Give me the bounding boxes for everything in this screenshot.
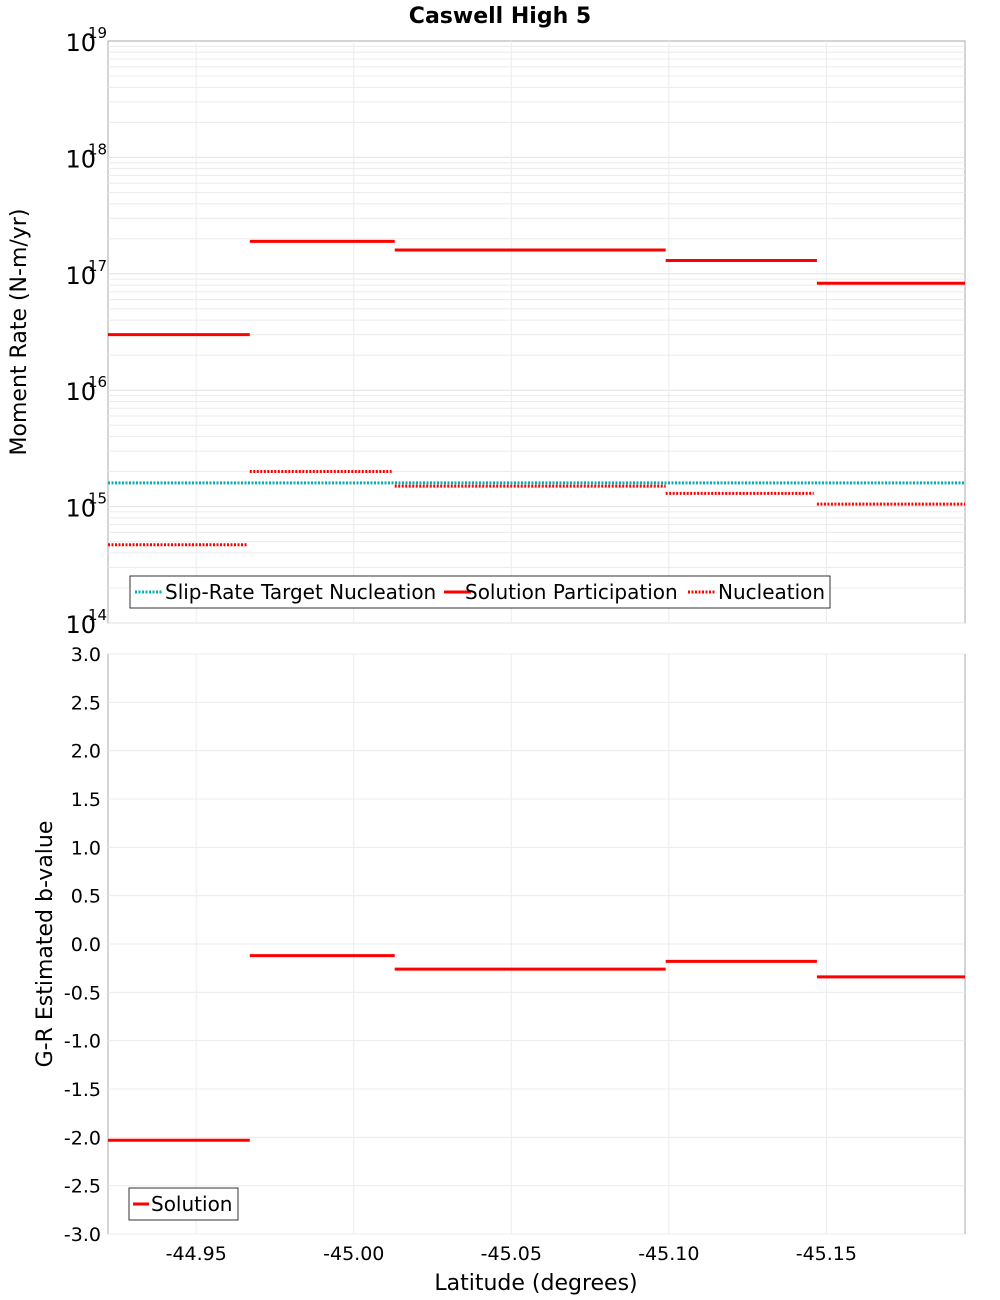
y-tick-exponent: 18	[88, 140, 107, 158]
chart-title: Caswell High 5	[409, 4, 591, 29]
b-value-legend: Solution	[128, 1187, 239, 1221]
x-tick-label: -44.95	[166, 1243, 227, 1265]
y-tick-exponent: 15	[88, 490, 107, 508]
legend-label: Solution	[151, 1192, 232, 1216]
b-value-y-tick-labels: 3.0 2.5 2.0 1.5 1.0 0.5 0.0 -0.5 -1.0 -1.5 -2.0 -2.…	[64, 644, 101, 1246]
moment-rate-grid	[108, 41, 965, 624]
y-tick-exponent: 14	[88, 606, 107, 624]
y-tick-label: -1.5	[64, 1079, 101, 1101]
y-tick-exponent: 19	[88, 24, 107, 42]
y-tick-label: 2.5	[71, 692, 101, 714]
y-tick-label: 1.5	[71, 789, 101, 811]
y-tick-label: -2.0	[64, 1127, 101, 1149]
x-axis-label: Latitude (degrees)	[434, 1271, 637, 1296]
moment-rate-plot-area	[107, 40, 966, 624]
legend-label: Slip-Rate Target Nucleation	[165, 580, 436, 604]
y-tick-label: 10	[65, 145, 96, 173]
y-tick-exponent: 17	[88, 257, 107, 275]
b-value-panel: 3.0 2.5 2.0 1.5 1.0 0.5 0.0 -0.5 -1.0 -1.5 -2.0 -2.…	[33, 644, 966, 1296]
b-value-grid	[108, 653, 965, 1235]
y-tick-label: 0.0	[71, 934, 101, 956]
legend-label: Solution Participation	[465, 580, 678, 604]
b-value-y-axis-label: G-R Estimated b-value	[33, 821, 58, 1068]
y-tick-label: 2.0	[71, 741, 101, 763]
y-tick-label: 10	[65, 29, 96, 57]
y-tick-label: -2.5	[64, 1176, 101, 1198]
moment-rate-y-axis-label: Moment Rate (N-m/yr)	[7, 209, 32, 456]
x-tick-label: -45.05	[481, 1243, 542, 1265]
y-tick-label: 10	[65, 262, 96, 290]
legend-label: Nucleation	[718, 580, 825, 604]
y-tick-label: 1.0	[71, 837, 101, 859]
b-value-series	[108, 954, 965, 1142]
y-tick-label: 10	[65, 611, 96, 639]
y-tick-label: 10	[65, 378, 96, 406]
x-tick-label: -45.15	[796, 1243, 857, 1265]
latitude-x-tick-labels: -44.95 -45.00 -45.05 -45.10 -45.15	[166, 1243, 857, 1265]
y-tick-label: -1.0	[64, 1031, 101, 1053]
x-tick-label: -45.00	[323, 1243, 384, 1265]
y-tick-label: -0.5	[64, 982, 101, 1004]
y-tick-exponent: 16	[88, 373, 107, 391]
moment-rate-series	[108, 239, 965, 547]
x-tick-label: -45.10	[638, 1243, 699, 1265]
y-tick-label: 3.0	[71, 644, 101, 666]
moment-rate-legend: Slip-Rate Target Nucleation Solution Part…	[129, 575, 831, 609]
y-tick-label: 10	[65, 495, 96, 523]
y-tick-label: -3.0	[64, 1224, 101, 1246]
y-tick-label: 0.5	[71, 886, 101, 908]
